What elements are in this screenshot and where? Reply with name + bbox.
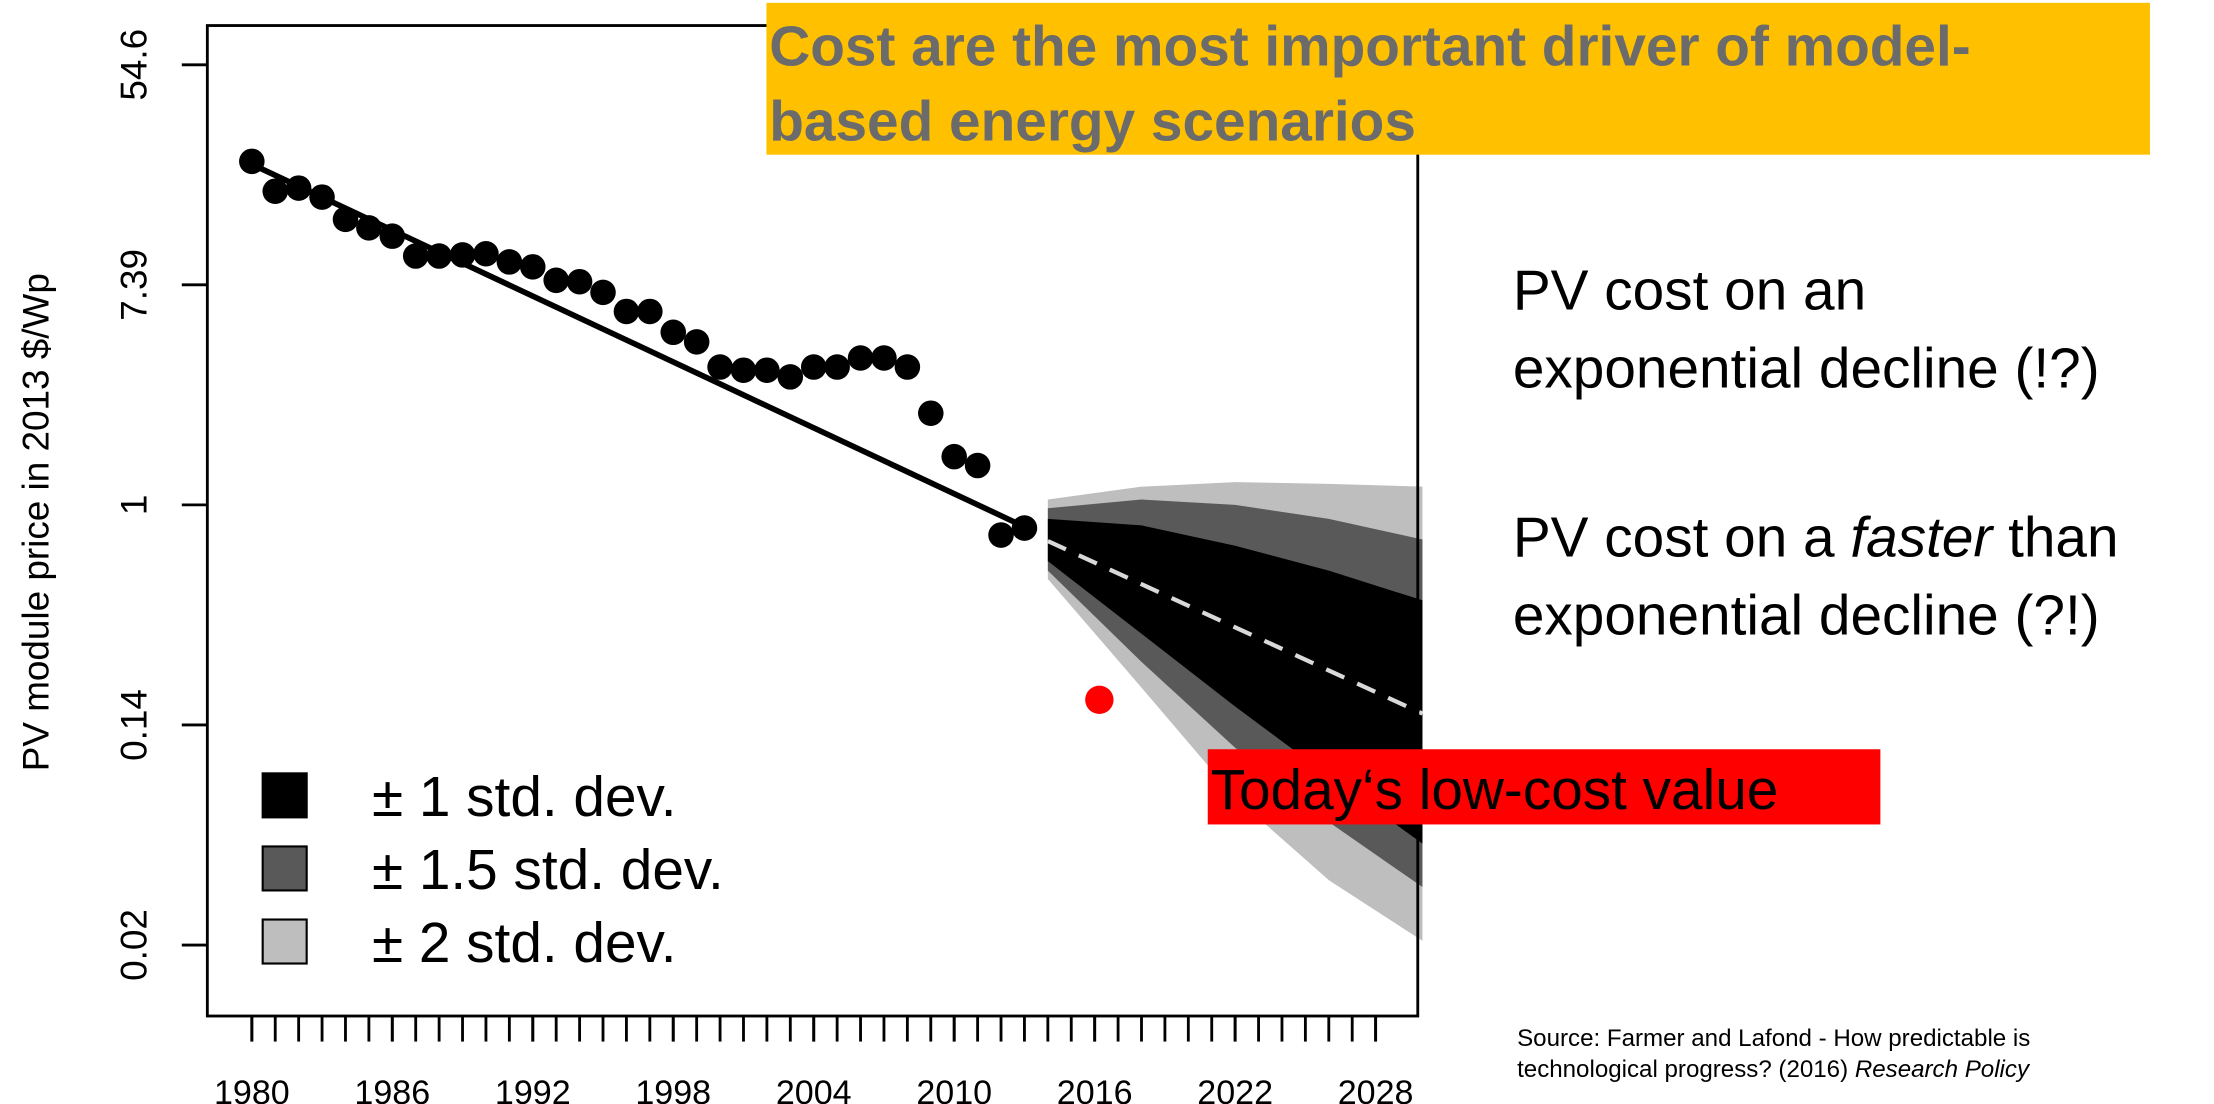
data-point	[449, 242, 476, 268]
note-part: faster	[1850, 506, 1994, 569]
note: PV cost on an	[1513, 259, 1866, 322]
data-point	[683, 329, 710, 355]
y-tick-label: 7.39	[113, 249, 154, 321]
data-point	[637, 298, 663, 325]
data-point	[660, 319, 687, 346]
legend-swatch	[261, 845, 308, 892]
data-point	[871, 345, 897, 371]
data-point	[918, 400, 944, 427]
data-point	[754, 357, 780, 383]
note: PV cost on a faster than	[1513, 506, 2119, 569]
data-point	[356, 215, 382, 241]
legend-swatch	[261, 772, 308, 819]
plot-area: 0.02 0.14 1 7.39 54.6 1980 1986 1992 1998 2004 201…	[113, 24, 1881, 1104]
x-tick-label: 2028	[1338, 1074, 1414, 1104]
title-box	[766, 2, 2150, 155]
data-point	[426, 243, 452, 269]
data-point	[847, 345, 874, 371]
highlight-label-box	[1207, 749, 1881, 825]
data-point	[964, 452, 991, 479]
data-point	[262, 178, 289, 205]
x-tick-label: 1986	[354, 1074, 430, 1104]
data-point	[894, 354, 921, 380]
x-tick-label: 2022	[1197, 1074, 1273, 1104]
x-tick-label: 2004	[776, 1074, 852, 1104]
data-point	[543, 267, 569, 294]
data-point	[707, 354, 733, 380]
note: exponential decline (?!)	[1513, 584, 2100, 647]
x-tick-label: 2010	[916, 1074, 992, 1104]
legend-swatch	[261, 918, 308, 965]
data-point	[988, 522, 1014, 548]
source: Source: Farmer and Lafond - How predicta…	[1517, 1025, 2030, 1052]
data-point	[777, 364, 804, 390]
note-part: than	[1992, 506, 2118, 569]
chart-title: Cost are the most important driver of mo…	[769, 15, 1970, 78]
forecast-line	[1046, 539, 1424, 716]
data-point	[520, 254, 546, 280]
source-part: technological progress? (2016)	[1517, 1056, 1855, 1083]
data-point	[730, 357, 757, 383]
data-point	[496, 249, 523, 275]
x-tick-label: 1980	[214, 1074, 290, 1104]
data-point	[379, 223, 406, 249]
source: technological progress? (2016) Research …	[1517, 1056, 2031, 1083]
x-tick-label: 1998	[635, 1074, 711, 1104]
data-point	[402, 243, 429, 269]
data-point	[941, 443, 967, 470]
data-point	[239, 148, 265, 175]
data-point	[473, 240, 499, 267]
source-part: Research Policy	[1855, 1056, 2031, 1083]
data-point	[566, 268, 593, 295]
data-point	[613, 298, 640, 325]
data-point	[1011, 515, 1038, 541]
legend-label: ± 1 std. dev.	[372, 766, 677, 829]
x-tick-label: 1992	[495, 1074, 571, 1104]
data-point	[590, 279, 616, 306]
data-point	[332, 206, 359, 233]
note-part: PV cost on a	[1513, 506, 1851, 569]
note: exponential decline (!?)	[1513, 337, 2100, 400]
y-axis-label: PV module price in 2013 $/Wp	[15, 273, 56, 771]
y-tick-label: 1	[113, 495, 154, 516]
legend-label: ± 1.5 std. dev.	[372, 839, 724, 902]
data-point	[800, 354, 827, 380]
y-tick-label: 0.02	[113, 909, 154, 981]
data-point	[285, 175, 312, 201]
y-tick-label: 0.14	[113, 689, 154, 761]
legend-label: ± 2 std. dev.	[372, 912, 677, 975]
chart-title: based energy scenarios	[769, 90, 1416, 153]
highlight-point	[1085, 685, 1114, 715]
y-tick-label: 54.6	[113, 29, 154, 101]
data-point	[824, 354, 850, 380]
fit-line	[250, 161, 1038, 535]
data-point	[309, 184, 335, 210]
x-tick-label: 2016	[1057, 1074, 1133, 1104]
highlight-label: Today‘s low-cost value	[1211, 759, 1779, 822]
